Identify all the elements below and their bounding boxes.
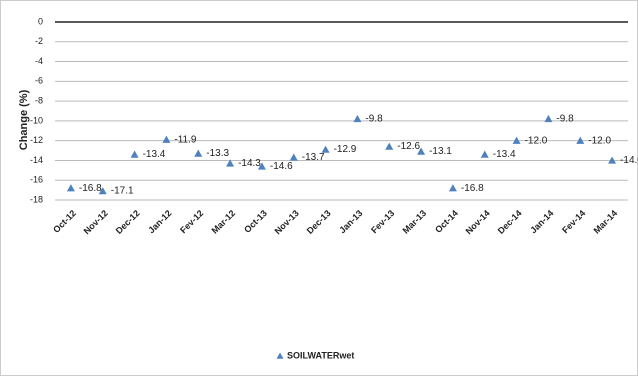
data-label: -13.4 (493, 149, 516, 160)
data-label: -16.8 (79, 183, 102, 194)
marker (162, 135, 171, 143)
y-tick-label: -12 (30, 135, 43, 145)
y-axis-label: Change (%) (18, 89, 30, 150)
data-label: -14.6 (270, 161, 293, 172)
marker (321, 145, 330, 153)
marker (512, 136, 521, 144)
data-label: -13.3 (206, 148, 229, 159)
marker (576, 136, 585, 144)
data-label: -12.0 (525, 135, 548, 146)
legend-label: SOILWATERwet (287, 350, 354, 360)
marker (608, 156, 617, 164)
data-label: -9.8 (365, 114, 383, 125)
data-label: -11.9 (174, 134, 196, 145)
data-label: -16.8 (461, 183, 484, 194)
data-label: -13.7 (302, 152, 325, 163)
marker (385, 142, 394, 150)
data-label: -9.8 (556, 114, 574, 125)
marker (98, 187, 107, 195)
data-label: -12.6 (397, 141, 420, 152)
y-tick-label: -4 (35, 56, 43, 66)
marker (66, 184, 75, 192)
y-tick-label: -6 (35, 76, 43, 86)
y-tick-label: -8 (35, 95, 43, 105)
legend-marker (276, 352, 284, 359)
marker (480, 150, 489, 158)
marker (130, 150, 139, 158)
y-tick-label: 0 (38, 16, 43, 26)
data-label: -14.3 (238, 158, 261, 169)
y-tick-label: -18 (30, 194, 43, 204)
data-label: -17.1 (111, 186, 134, 197)
y-tick-label: -10 (30, 115, 43, 125)
y-tick-label: -14 (30, 155, 43, 165)
marker (448, 184, 457, 192)
marker (194, 149, 203, 157)
data-label: -13.1 (429, 146, 452, 157)
marker (226, 159, 235, 167)
y-tick-label: -16 (30, 175, 43, 185)
data-label: -14.0 (620, 155, 638, 166)
marker (257, 162, 266, 170)
y-tick-label: -2 (35, 36, 43, 46)
marker (289, 153, 298, 161)
marker (353, 114, 362, 123)
data-label: -13.4 (143, 149, 166, 160)
marker (417, 147, 426, 155)
data-label: -12.9 (334, 144, 357, 155)
data-label: -12.0 (588, 135, 611, 146)
marker (544, 114, 553, 123)
